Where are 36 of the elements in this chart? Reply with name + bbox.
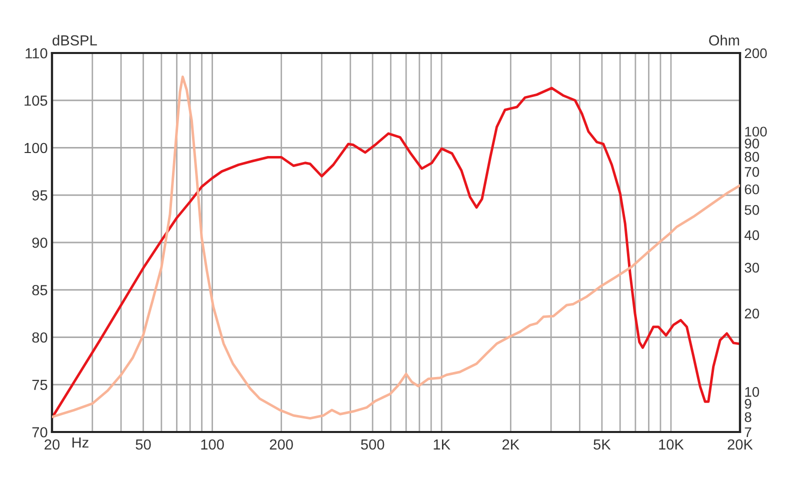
y-tick-label: 70	[744, 167, 760, 177]
y-tick-label: 100	[24, 142, 48, 154]
y-tick-label: 80	[32, 332, 48, 343]
y-tick-label: 30	[744, 262, 760, 273]
x-tick-label: 2K	[502, 439, 520, 450]
y-tick-label: 200	[744, 48, 767, 58]
y-tick-label: 80	[744, 152, 760, 162]
y-tick-label: 20	[744, 308, 760, 318]
x-tick-label: 500	[361, 439, 384, 450]
x-tick-label: 5K	[594, 439, 611, 450]
x-tick-label: 20	[44, 439, 60, 450]
y-tick-label: 100	[745, 126, 767, 137]
y-tick-label: 7	[744, 427, 752, 438]
y-tick-label: 75	[32, 380, 48, 390]
y-axis-title: Ohm	[709, 34, 740, 46]
y-tick-label: 95	[32, 190, 48, 201]
y-tick-label: 105	[24, 95, 48, 106]
y-tick-label: 40	[744, 230, 760, 240]
y-tick-label: 60	[744, 184, 760, 194]
y-tick-label: 8	[744, 412, 752, 422]
x-tick-label: 200	[270, 439, 293, 450]
y-axis-title: dBSPL	[52, 34, 97, 46]
y-tick-label: 9	[744, 398, 752, 409]
x-tick-label: 1K	[434, 439, 450, 450]
x-tick-label: 100	[201, 439, 224, 450]
y-tick-label: 90	[744, 138, 760, 148]
y-tick-label: 70	[32, 427, 48, 438]
x-axis-title: Hz	[72, 437, 88, 448]
y-tick-label: 50	[744, 205, 760, 215]
y-tick-label: 10	[745, 387, 760, 397]
y-tick-label: 90	[32, 238, 48, 248]
x-tick-label: 20K	[728, 439, 753, 450]
x-tick-label: 10K	[659, 439, 684, 450]
y-tick-label: 110	[26, 48, 48, 58]
y-tick-label: 85	[32, 284, 48, 296]
x-tick-label: 50	[136, 439, 151, 450]
